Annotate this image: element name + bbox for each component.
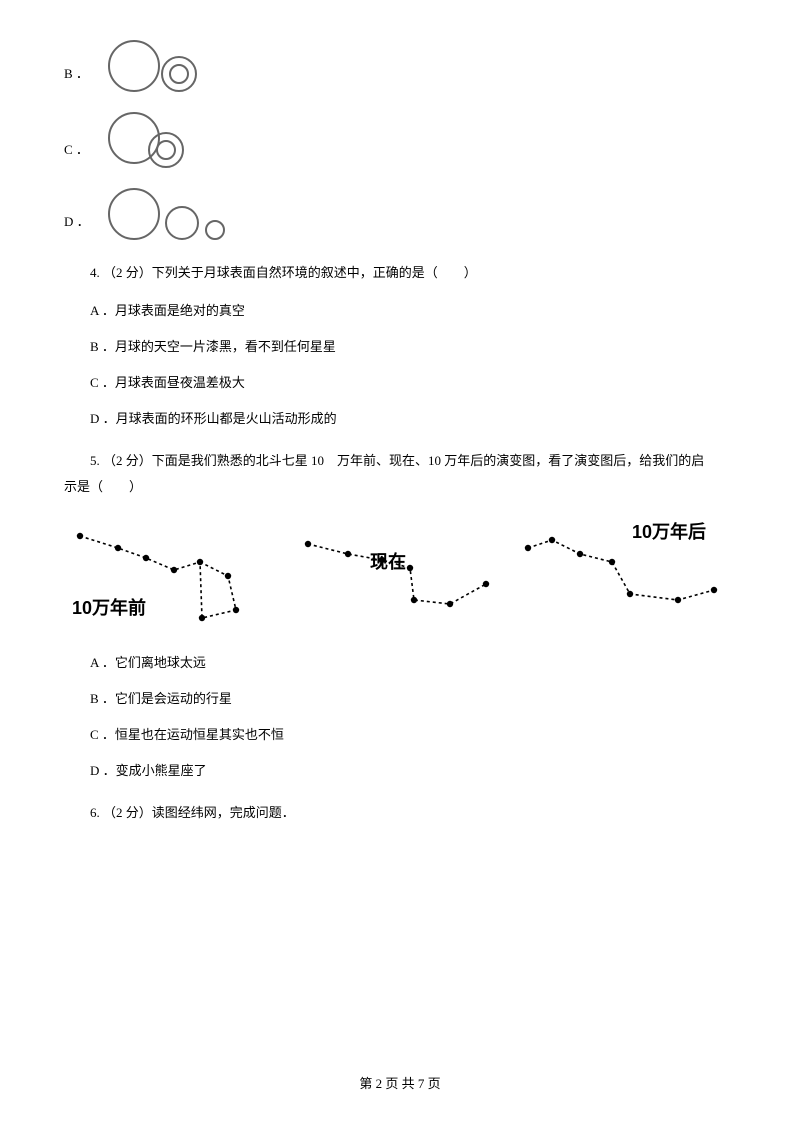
option-b-diagram	[108, 40, 197, 92]
q4-opt-d: D ．月球表面的环形山都是火山活动形成的	[64, 406, 736, 432]
q5-stem-1: 5. （2 分）下面是我们熟悉的北斗七星 10 万年前、现在、10 万年后的演变…	[64, 448, 736, 474]
option-d-diagram	[108, 188, 225, 240]
q5-panel-now: 现在	[290, 518, 510, 628]
option-d-row: D ．	[64, 188, 736, 240]
q5-stem-2: 示是（ ）	[64, 474, 736, 500]
q5-label-future: 10万年后	[632, 521, 706, 542]
option-c-diagram	[108, 112, 198, 168]
option-c-row: C ．	[64, 112, 736, 168]
q5-panel-future: 10万年后	[512, 518, 732, 628]
q5-label-now: 现在	[370, 551, 406, 572]
q5-opt-c: C ．恒星也在运动恒星其实也不恒	[64, 722, 736, 748]
q4-opt-b: B ．月球的天空一片漆黑，看不到任何星星	[64, 334, 736, 360]
q4-opt-c: C ．月球表面昼夜温差极大	[64, 370, 736, 396]
q6-stem: 6. （2 分）读图经纬网，完成问题．	[64, 800, 736, 826]
page-footer: 第 2 页 共 7 页	[0, 1073, 800, 1092]
option-c-label: C ．	[64, 139, 108, 168]
q5-opt-b: B ．它们是会运动的行星	[64, 686, 736, 712]
q5-panel-past: 10万年前	[68, 518, 288, 628]
q5-diagram-row: 10万年前 现在 10万年后	[64, 518, 736, 628]
q5-opt-d: D ．变成小熊星座了	[64, 758, 736, 784]
q4-opt-a: A ．月球表面是绝对的真空	[64, 298, 736, 324]
option-b-row: B ．	[64, 40, 736, 92]
q5-opt-a: A ．它们离地球太远	[64, 650, 736, 676]
option-d-label: D ．	[64, 211, 108, 240]
option-b-label: B ．	[64, 63, 108, 92]
q5-label-past: 10万年前	[72, 597, 146, 618]
q4-stem: 4. （2 分）下列关于月球表面自然环境的叙述中，正确的是（ ）	[64, 260, 736, 286]
